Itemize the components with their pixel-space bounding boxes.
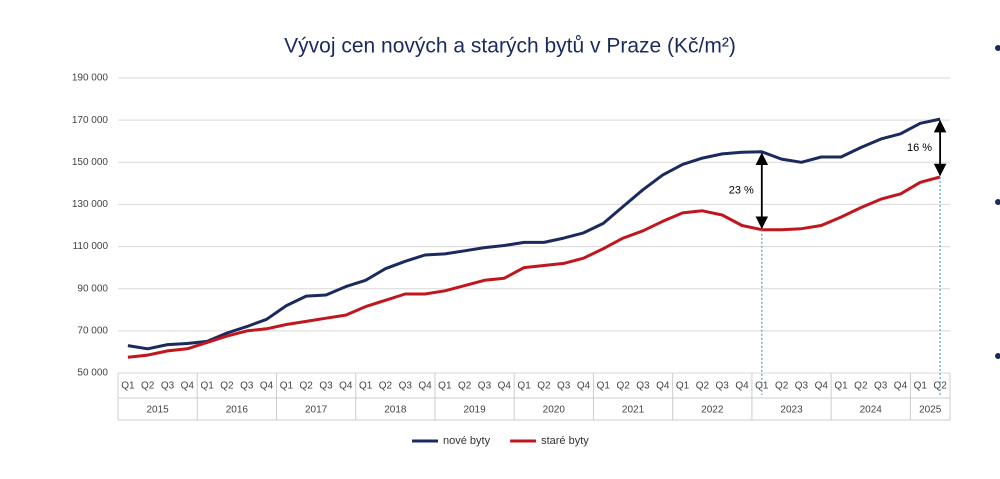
x-tick-label: Q2 xyxy=(616,381,630,392)
y-tick-label: 90 000 xyxy=(77,283,108,294)
x-tick-label: Q1 xyxy=(359,381,373,392)
y-tick-label: 110 000 xyxy=(73,241,109,252)
x-tick-label: Q1 xyxy=(834,381,848,392)
legend-label: staré byty xyxy=(541,435,589,447)
x-tick-label: Q4 xyxy=(656,381,670,392)
y-tick-label: 70 000 xyxy=(77,325,108,336)
x-tick-label: Q3 xyxy=(716,381,730,392)
x-tick-label: Q3 xyxy=(636,381,650,392)
x-tick-label: Q3 xyxy=(399,381,413,392)
y-tick-label: 190 000 xyxy=(72,73,109,84)
x-group-label: 2016 xyxy=(226,405,249,416)
legend-label: nové byty xyxy=(443,435,491,447)
x-tick-label: Q1 xyxy=(914,381,928,392)
x-tick-label: Q4 xyxy=(339,381,353,392)
slide-bullet xyxy=(995,353,1000,359)
x-tick-label: Q2 xyxy=(775,381,789,392)
x-group-label: 2024 xyxy=(860,405,883,416)
x-tick-label: Q2 xyxy=(458,381,472,392)
x-tick-label: Q1 xyxy=(280,381,294,392)
x-group-label: 2025 xyxy=(919,405,942,416)
x-tick-label: Q4 xyxy=(181,381,195,392)
x-group-label: 2015 xyxy=(146,405,169,416)
x-group-label: 2022 xyxy=(701,405,724,416)
x-tick-label: Q1 xyxy=(438,381,452,392)
x-tick-label: Q2 xyxy=(141,381,155,392)
x-tick-label: Q3 xyxy=(557,381,571,392)
chart-title: Vývoj cen nových a starých bytů v Praze … xyxy=(284,35,736,58)
x-tick-label: Q2 xyxy=(537,381,551,392)
x-tick-label: Q3 xyxy=(161,381,175,392)
x-tick-label: Q4 xyxy=(498,381,512,392)
x-tick-label: Q4 xyxy=(260,381,274,392)
slide-bullet xyxy=(995,45,1000,51)
x-group-label: 2020 xyxy=(543,405,566,416)
line-series xyxy=(127,175,941,359)
x-tick-label: Q1 xyxy=(517,381,531,392)
x-tick-label: Q3 xyxy=(319,381,333,392)
x-group-label: 2017 xyxy=(305,405,328,416)
x-tick-label: Q1 xyxy=(121,381,135,392)
x-tick-label: Q1 xyxy=(200,381,214,392)
x-tick-label: Q3 xyxy=(795,381,809,392)
x-group-label: 2018 xyxy=(384,405,407,416)
x-group-label: 2023 xyxy=(780,405,803,416)
x-tick-label: Q3 xyxy=(240,381,254,392)
x-tick-label: Q4 xyxy=(894,381,908,392)
y-tick-label: 50 000 xyxy=(77,368,108,379)
x-tick-label: Q3 xyxy=(874,381,888,392)
x-group-label: 2021 xyxy=(622,405,645,416)
x-tick-label: Q4 xyxy=(735,381,749,392)
slide-bullet xyxy=(995,199,1000,205)
x-tick-label: Q4 xyxy=(577,381,591,392)
x-tick-label: Q2 xyxy=(220,381,234,392)
x-tick-label: Q2 xyxy=(696,381,710,392)
annotation-label: 16 % xyxy=(907,142,932,154)
x-tick-label: Q4 xyxy=(418,381,432,392)
y-tick-label: 150 000 xyxy=(72,157,109,168)
x-tick-label: Q2 xyxy=(379,381,393,392)
x-tick-label: Q2 xyxy=(854,381,868,392)
y-tick-label: 130 000 xyxy=(72,199,109,210)
x-tick-label: Q1 xyxy=(676,381,690,392)
y-tick-label: 170 000 xyxy=(72,115,109,126)
x-group-label: 2019 xyxy=(463,405,486,416)
line-series xyxy=(127,117,941,351)
annotation-label: 23 % xyxy=(729,185,754,197)
x-tick-label: Q1 xyxy=(597,381,611,392)
x-tick-label: Q4 xyxy=(815,381,829,392)
x-tick-label: Q3 xyxy=(478,381,492,392)
x-tick-label: Q2 xyxy=(300,381,314,392)
